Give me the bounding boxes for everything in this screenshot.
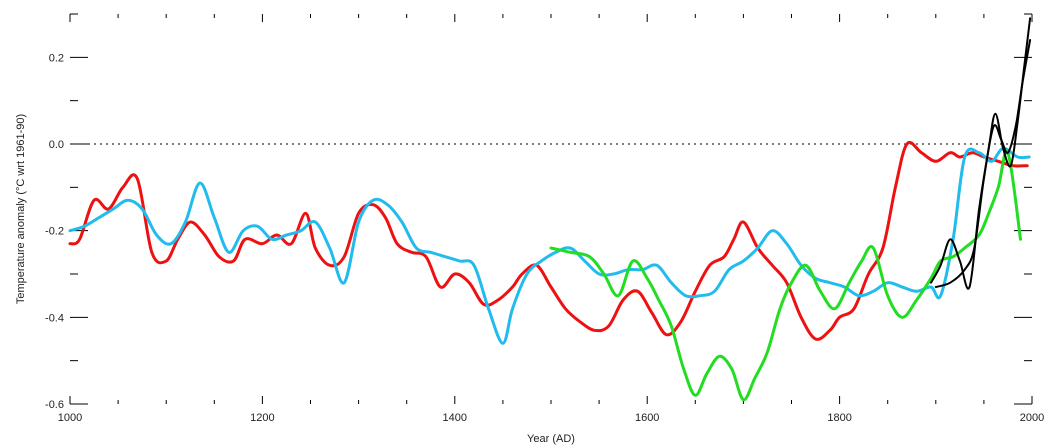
y-tick-label: -0.6 — [45, 399, 64, 411]
x-tick-label: 1000 — [58, 412, 82, 424]
x-tick-label: 2000 — [1020, 412, 1044, 424]
series-group — [68, 17, 1032, 402]
series-line-5 — [934, 39, 1032, 288]
x-tick-label: 1800 — [827, 412, 851, 424]
series-line-1 — [68, 141, 1029, 341]
y-tick-label: -0.2 — [45, 226, 64, 238]
y-tick-label: 0.2 — [49, 52, 64, 64]
x-tick-label: 1200 — [250, 412, 274, 424]
y-tick-label: 0.0 — [49, 139, 64, 151]
x-tick-label: 1400 — [443, 412, 467, 424]
y-axis-label: Temperature anomaly (°C wrt 1961-90) — [15, 114, 27, 304]
series-line-2 — [68, 146, 1031, 345]
axes — [69, 13, 1033, 405]
tick-labels: 1000 1200 1400 1600 1800 2000 -0.6 -0.4 -0.2 0.0 0… — [45, 52, 1044, 424]
x-tick-label: 1600 — [635, 412, 659, 424]
series-line-3 — [549, 149, 1022, 402]
y-tick-label: -0.4 — [45, 312, 64, 324]
x-axis-label: Year (AD) — [527, 433, 575, 445]
